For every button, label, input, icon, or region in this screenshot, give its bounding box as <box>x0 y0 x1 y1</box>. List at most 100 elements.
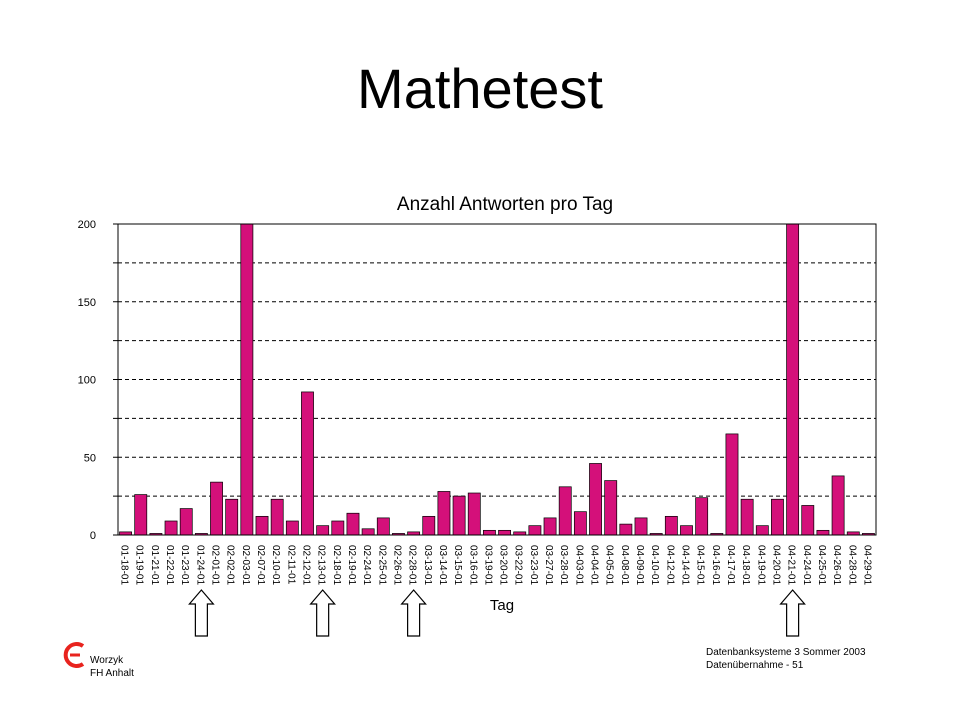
bar-04-12-01 <box>664 515 678 536</box>
up-arrow-01-24-01 <box>188 589 215 637</box>
bar-04-20-01 <box>771 498 784 536</box>
bar-02-19-01 <box>346 512 360 536</box>
x-tick-label: 02-01-01 <box>210 545 221 585</box>
y-tick-label: 0 <box>90 530 96 542</box>
x-tick-label: 01-19-01 <box>134 545 145 585</box>
bar-02-01-01 <box>210 481 223 536</box>
x-tick-label: 04-18-01 <box>740 545 751 585</box>
x-tick-label: 04-21-01 <box>786 545 797 585</box>
x-tick-label: 04-10-01 <box>649 545 660 585</box>
footer-course: Datenbanksysteme 3 Sommer 2003 <box>706 647 866 658</box>
gridlines <box>118 262 876 497</box>
x-tick-label: 02-24-01 <box>361 545 372 585</box>
up-arrow-04-21-01 <box>779 589 806 637</box>
bar-04-24-01 <box>801 505 815 536</box>
x-tick-label: 03-23-01 <box>528 545 539 585</box>
y-tick-label: 200 <box>78 219 96 231</box>
x-tick-label: 04-09-01 <box>634 545 645 585</box>
x-tick-label: 04-20-01 <box>770 545 781 585</box>
up-arrow-02-13-01 <box>309 589 336 637</box>
bar-02-10-01 <box>270 498 284 536</box>
x-tick-label: 02-28-01 <box>407 545 418 585</box>
footer-institution: FH Anhalt <box>90 668 134 679</box>
bar-03-16-01 <box>467 492 481 536</box>
slide-title: Mathetest <box>357 57 603 120</box>
x-tick-label: 02-11-01 <box>285 545 296 585</box>
bar-03-28-01 <box>558 486 572 536</box>
x-tick-label: 04-26-01 <box>831 545 842 585</box>
footer-author: Worzyk <box>90 655 124 666</box>
bar-02-03-01 <box>240 223 254 536</box>
x-tick-label: 01-21-01 <box>149 545 160 585</box>
bar-01-19-01 <box>134 494 148 536</box>
bar-04-05-01 <box>604 480 618 536</box>
bar-04-19-01 <box>755 525 769 536</box>
x-tick-label: 04-25-01 <box>816 545 827 585</box>
bar-03-20-01 <box>498 529 511 536</box>
x-tick-label: 02-12-01 <box>301 545 312 585</box>
fh-anhalt-logo <box>62 640 86 677</box>
bar-02-25-01 <box>376 517 390 536</box>
x-tick-label: 03-27-01 <box>543 545 554 585</box>
x-tick-label: 04-17-01 <box>725 545 736 585</box>
y-axis: 0 50 100 150 200 <box>78 219 118 542</box>
bar-02-24-01 <box>361 528 375 536</box>
x-tick-label: 01-18-01 <box>119 545 130 585</box>
x-tick-label: 02-26-01 <box>391 545 402 585</box>
bar-04-21-01 <box>786 223 800 536</box>
y-tick-label: 150 <box>78 297 96 309</box>
bar-01-23-01 <box>179 508 193 536</box>
x-tick-label: 04-28-01 <box>846 545 857 585</box>
bar-02-11-01 <box>285 520 299 536</box>
x-tick-label: 02-10-01 <box>270 545 281 585</box>
bar-03-27-01 <box>543 517 557 536</box>
bar-03-13-01 <box>422 515 436 536</box>
bar-03-19-01 <box>483 529 496 536</box>
x-tick-label: 04-03-01 <box>573 545 584 585</box>
x-axis: 01-18-01 01-19-01 01-21-01 01-22-01 01-23-01… <box>119 545 873 585</box>
x-tick-label: 04-14-01 <box>680 545 691 585</box>
x-tick-label: 03-15-01 <box>452 545 463 585</box>
bar-01-22-01 <box>164 520 178 536</box>
up-arrow-02-28-01 <box>400 589 427 637</box>
y-tick-label: 100 <box>78 375 96 387</box>
bar-04-08-01 <box>619 523 633 536</box>
bar-02-13-01 <box>316 525 330 536</box>
x-tick-label: 04-19-01 <box>755 545 766 585</box>
x-tick-label: 02-02-01 <box>225 545 236 585</box>
bar-02-18-01 <box>331 520 345 536</box>
x-tick-label: 03-16-01 <box>467 545 478 585</box>
bar-04-18-01 <box>740 498 754 536</box>
y-tick-label: 50 <box>84 452 96 464</box>
x-tick-label: 04-05-01 <box>604 545 615 585</box>
x-tick-label: 03-20-01 <box>498 545 509 585</box>
chart-title: Anzahl Antworten pro Tag <box>397 194 613 215</box>
x-tick-label: 04-15-01 <box>695 545 706 585</box>
bar-03-14-01 <box>437 491 451 536</box>
x-tick-label: 04-29-01 <box>861 545 872 585</box>
bar-04-17-01 <box>725 433 739 536</box>
x-tick-label: 02-13-01 <box>316 545 327 585</box>
x-tick-label: 03-13-01 <box>422 545 433 585</box>
x-tick-label: 04-08-01 <box>619 545 630 585</box>
bar-04-14-01 <box>680 525 693 536</box>
x-tick-label: 03-14-01 <box>437 545 448 585</box>
footer-slide-number: Datenübernahme - 51 <box>706 660 804 671</box>
x-tick-label: 04-12-01 <box>664 545 675 585</box>
bar-04-25-01 <box>816 529 830 536</box>
footer-author-block: Worzyk FH Anhalt <box>90 654 134 680</box>
x-tick-label: 02-18-01 <box>331 545 342 585</box>
x-tick-label: 02-25-01 <box>376 545 387 585</box>
x-tick-label: 01-22-01 <box>164 545 175 585</box>
bar-02-07-01 <box>255 515 269 536</box>
bar-03-15-01 <box>452 495 466 536</box>
x-tick-label: 04-24-01 <box>801 545 812 585</box>
x-tick-label: 02-19-01 <box>346 545 357 585</box>
bar-02-12-01 <box>301 391 314 536</box>
bar-04-04-01 <box>589 463 602 536</box>
bar-04-09-01 <box>634 517 648 536</box>
x-tick-label: 03-22-01 <box>513 545 524 585</box>
x-axis-label: Tag <box>490 597 514 614</box>
x-tick-label: 02-07-01 <box>255 545 266 585</box>
